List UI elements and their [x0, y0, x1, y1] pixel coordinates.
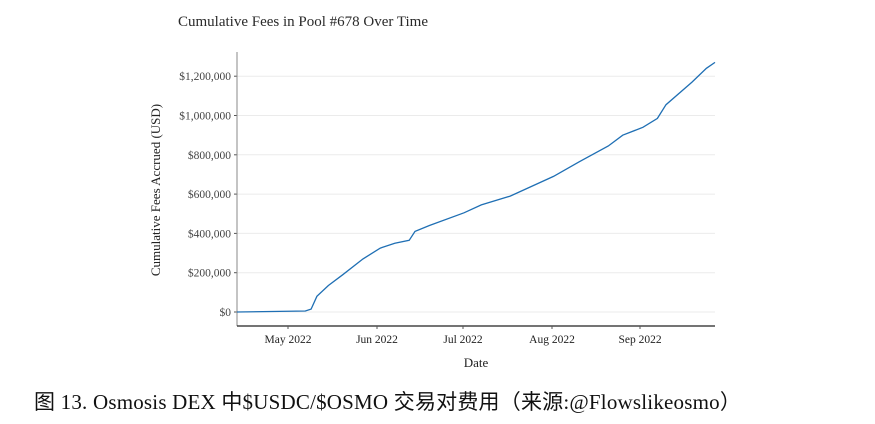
chart-title: Cumulative Fees in Pool #678 Over Time [178, 14, 429, 30]
gridlines [237, 75, 715, 313]
x-tick-label: Jul 2022 [443, 334, 483, 346]
x-tick-label: Aug 2022 [529, 334, 575, 346]
y-tick-label: $400,000 [188, 227, 231, 240]
y-tick-label: $0 [220, 306, 232, 319]
x-tick-label: Jun 2022 [356, 334, 398, 346]
x-tick-label: May 2022 [265, 334, 312, 346]
y-tick-label: $200,000 [188, 267, 231, 280]
y-tick-label: $1,200,000 [179, 70, 231, 83]
y-axis-label: Cumulative Fees Accrued (USD) [148, 104, 163, 276]
y-tick-label: $600,000 [188, 188, 231, 201]
x-axis: May 2022 Jun 2022 Jul 2022 Aug 2022 Sep 2022 [237, 325, 715, 346]
chart-plot-area: $0 $200,000 $400,000 $600,000 $800,000 $1,000… [148, 52, 716, 370]
y-tick-label: $800,000 [188, 149, 231, 162]
y-axis: $0 $200,000 $400,000 $600,000 $800,000 $1,000… [179, 52, 238, 326]
y-tick-label: $1,000,000 [179, 110, 231, 123]
figure-caption: 图 13. Osmosis DEX 中$USDC/$OSMO 交易对费用（来源:… [34, 390, 742, 414]
cumulative-fees-line [236, 61, 716, 313]
x-tick-label: Sep 2022 [618, 334, 661, 346]
x-axis-label: Date [464, 355, 489, 370]
